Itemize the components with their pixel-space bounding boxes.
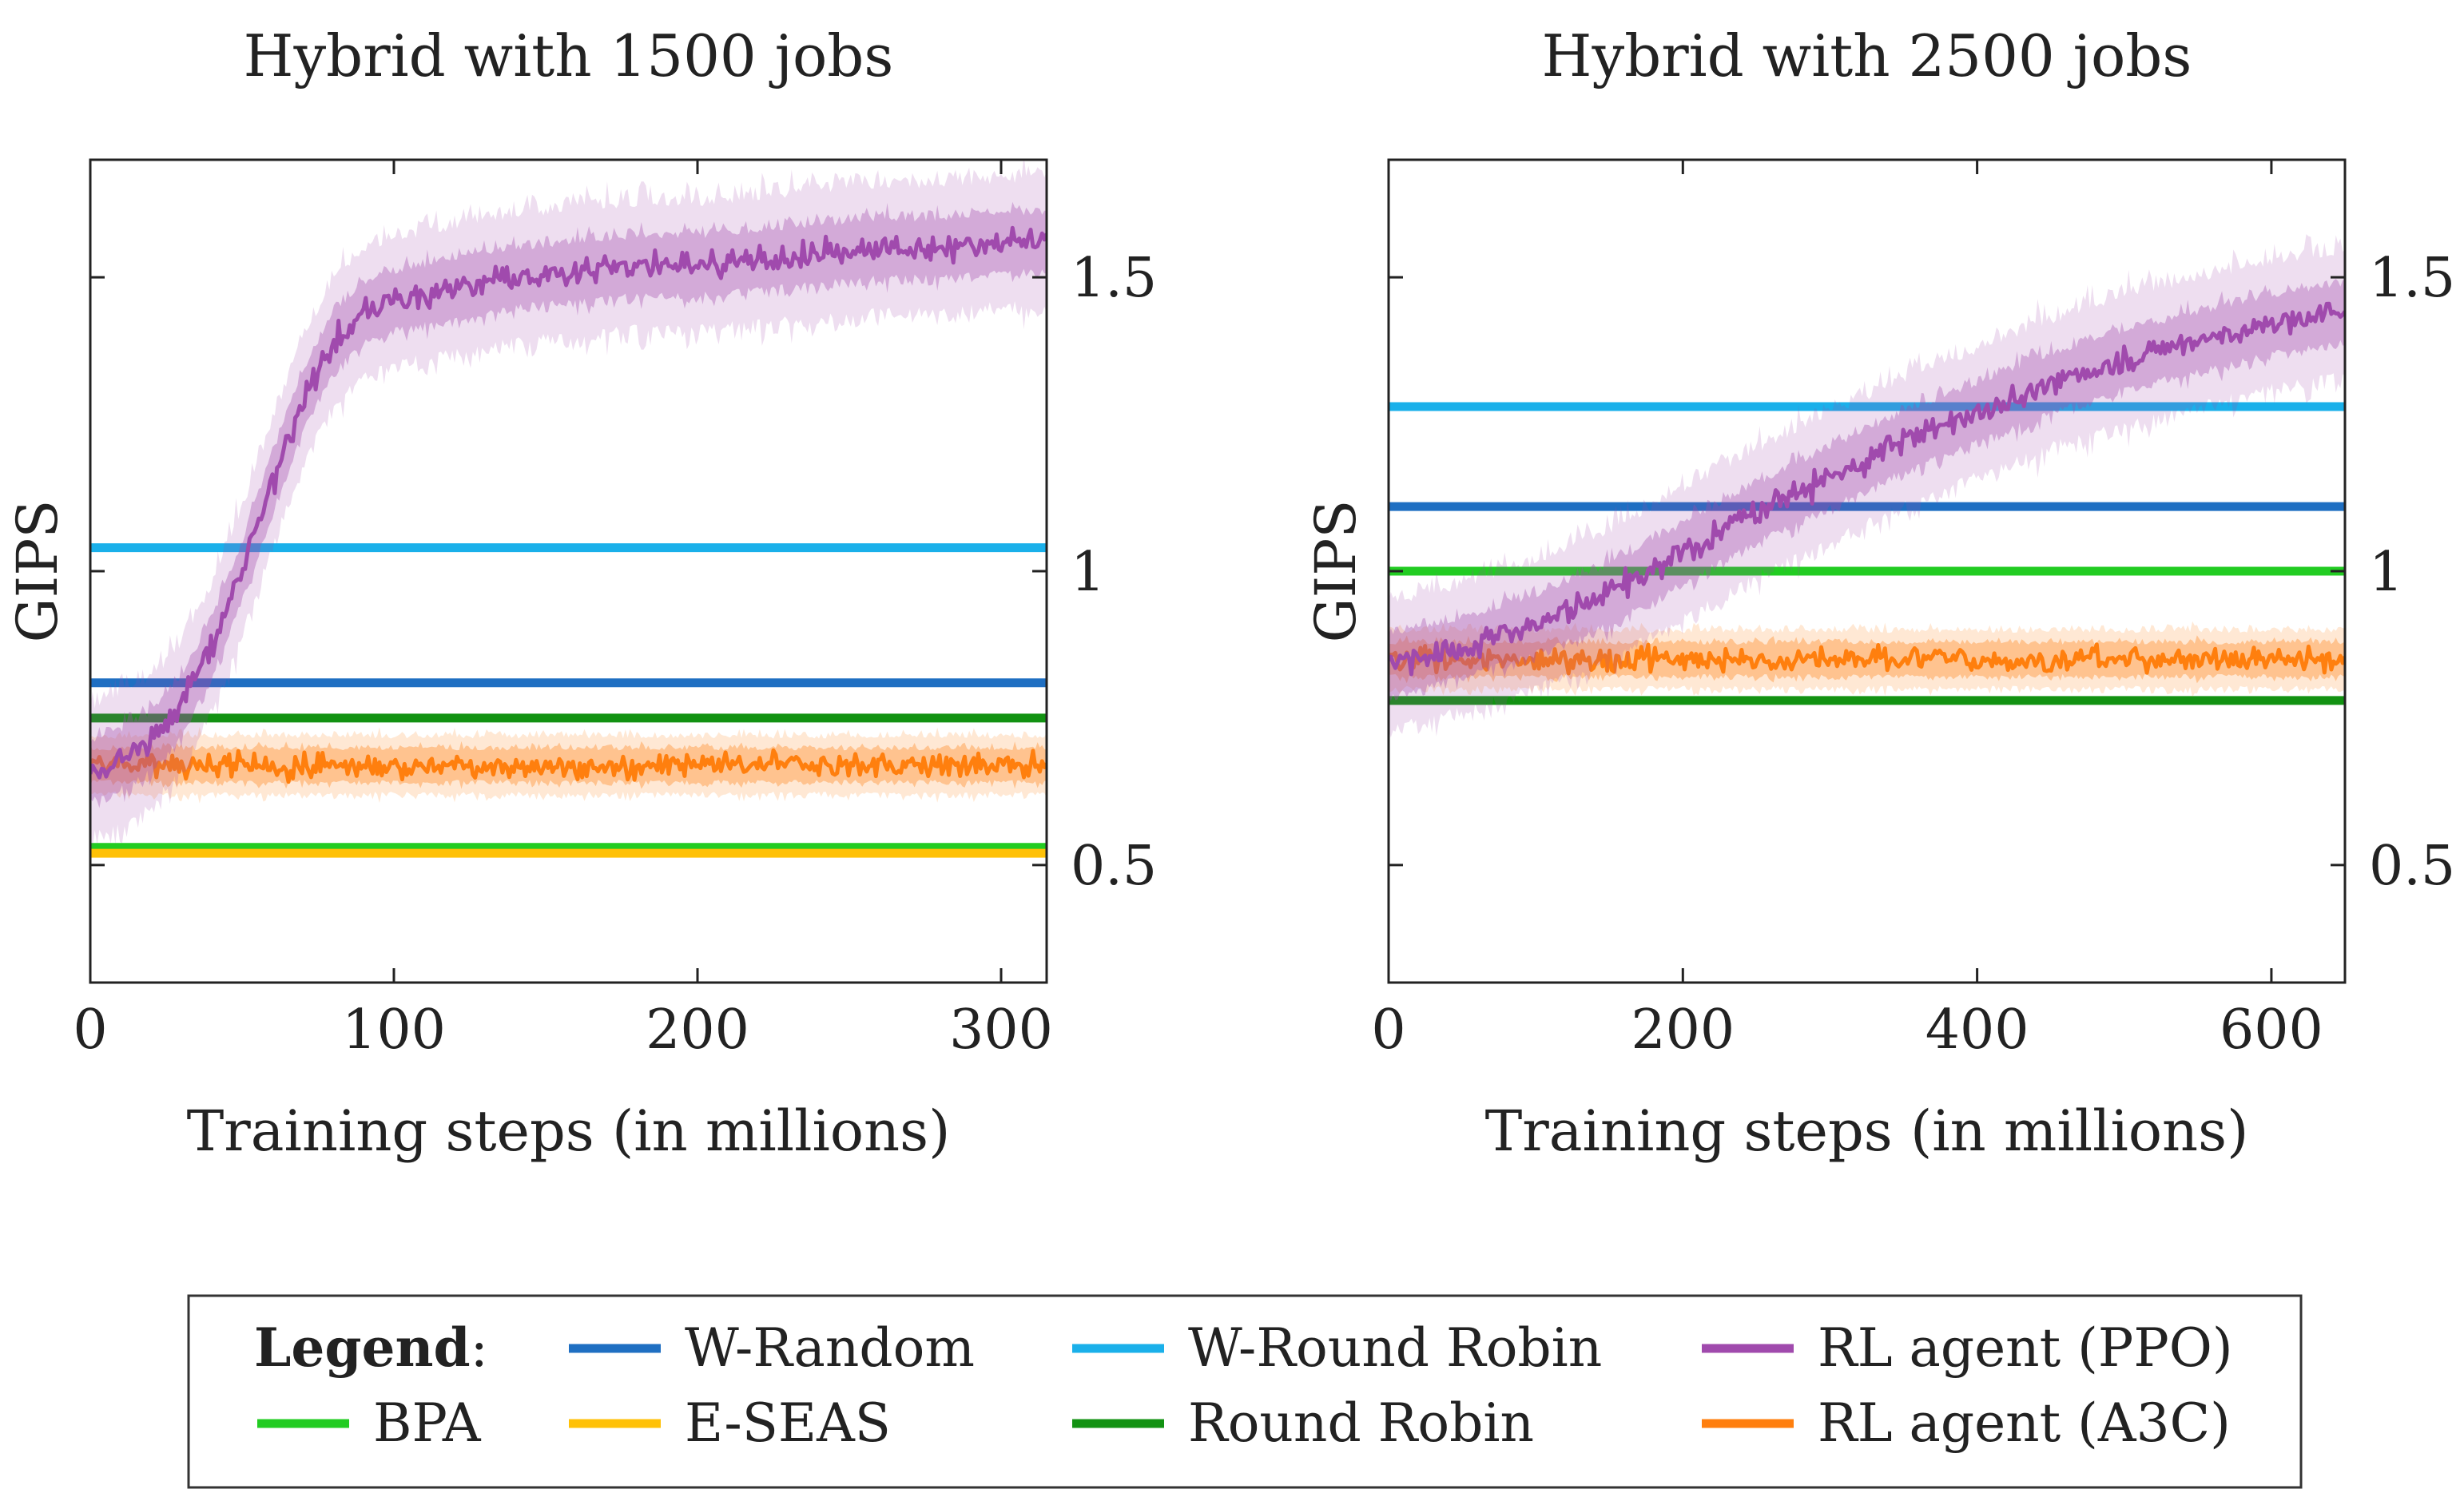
legend-box [187,1294,2303,1489]
legend-entry-w-random: W-Random [569,1317,975,1379]
series-rl-agent-a3c-line [90,748,1047,784]
y-tick-label: 1 [1071,541,1105,604]
x-axis-label: Training steps (in millions) [187,1098,951,1164]
y-tick-label: 0.5 [2369,835,2455,898]
x-tick-label: 400 [1925,999,2029,1062]
y-tick-label: 0.5 [1071,835,1157,898]
y-axis-label: GIPS [5,500,70,643]
legend-label: W-Random [685,1317,975,1379]
legend-label: Round Robin [1188,1392,1534,1454]
y-tick-label: 1.5 [2369,247,2455,310]
y-tick-label: 1.5 [1071,247,1157,310]
legend-label: RL agent (PPO) [1818,1317,2233,1379]
chart-title: Hybrid with 1500 jobs [244,22,894,89]
legend-entry-rl-agent-ppo: RL agent (PPO) [1702,1317,2233,1379]
x-tick-label: 600 [2220,999,2323,1062]
x-tick-label: 0 [73,999,107,1062]
x-tick-label: 300 [949,999,1053,1062]
plot-area [90,160,1047,858]
legend-title: Legend: [254,1316,488,1379]
series-rl-agent-a3c-line [1389,642,2345,676]
legend-label: W-Round Robin [1188,1317,1602,1379]
chart-title: Hybrid with 2500 jobs [1542,22,2192,89]
x-tick-label: 0 [1371,999,1405,1062]
plot-area [1389,234,2345,738]
series-rl-agent-ppo-outer-band [90,160,1047,849]
x-tick-label: 200 [646,999,749,1062]
x-axis-label: Training steps (in millions) [1485,1098,2249,1164]
series-rl-agent-ppo-line [90,225,1047,780]
legend-entry-round-robin: Round Robin [1072,1392,1534,1454]
legend-entry-w-round-robin: W-Round Robin [1072,1317,1602,1379]
y-tick-label: 1 [2369,541,2403,604]
chart-panel-2: 0 200 400 600 0.5 1 1.5 Hybrid with 2500 jobs Tr… [1303,22,2455,1164]
legend-entry-rl-agent-a3c: RL agent (A3C) [1702,1392,2231,1454]
legend-label: RL agent (A3C) [1818,1392,2231,1454]
legend: Legend: W-Random W-Round Robin RL agent (P… [187,1294,2303,1489]
y-axis-label: GIPS [1303,500,1369,643]
series-rl-agent-ppo-line [1389,301,2345,677]
legend-label: E-SEAS [685,1392,891,1454]
legend-entry-e-seas: E-SEAS [569,1392,891,1454]
x-tick-label: 200 [1631,999,1735,1062]
x-tick-label: 100 [342,999,446,1062]
legend-label: BPA [373,1392,482,1454]
legend-entry-bpa: BPA [257,1392,482,1454]
chart-panel-1: 0 100 200 300 0.5 1 1.5 Hybrid with 1500 jobs Tr… [5,22,1157,1164]
